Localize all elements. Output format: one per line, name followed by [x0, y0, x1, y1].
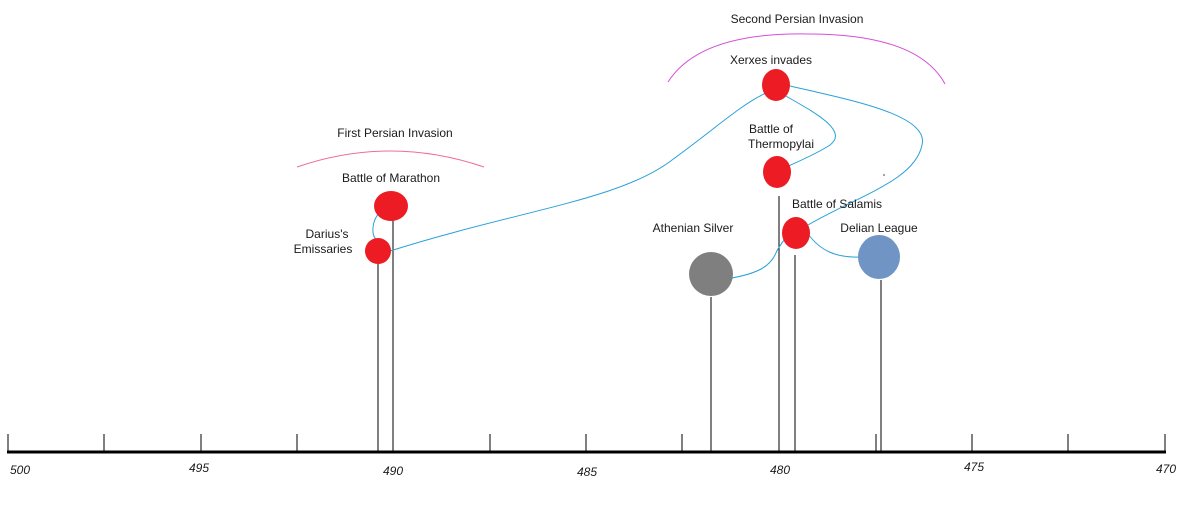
delian-league-node	[858, 235, 900, 279]
axis-ticks	[7, 434, 1166, 452]
connector-xerxes-salamis	[789, 85, 923, 226]
first-invasion-label: First Persian Invasion	[337, 126, 452, 140]
connector-darius-xerxes	[389, 91, 769, 252]
darius-emissaries-node	[365, 238, 391, 264]
connector-xerxes-thermopylai	[779, 94, 836, 171]
xerxes-node	[762, 69, 790, 101]
tick-label-480: 480	[770, 463, 790, 477]
xerxes-label: Xerxes invades	[730, 53, 812, 67]
thermopylai-label-1: Battle of	[749, 122, 794, 136]
athenian-silver-label: Athenian Silver	[653, 221, 734, 235]
stray-dot	[883, 174, 885, 176]
darius-label-2: Emissaries	[294, 242, 353, 256]
thermopylai-label-2: Thermopylai	[748, 137, 814, 151]
athenian-silver-node	[689, 252, 733, 296]
second-invasion-bracket	[667, 33, 946, 85]
darius-label-1: Darius's	[306, 227, 349, 241]
connectors	[372, 85, 923, 281]
marathon-label: Battle of Marathon	[342, 171, 440, 185]
tick-label-485: 485	[577, 465, 597, 479]
delian-league-label: Delian League	[840, 221, 918, 235]
event-stems	[377, 196, 882, 451]
second-invasion-label: Second Persian Invasion	[731, 12, 864, 26]
thermopylai-node	[763, 156, 791, 188]
tick-label-490: 490	[383, 464, 403, 478]
tick-label-475: 475	[964, 460, 984, 474]
tick-label-470: 470	[1156, 462, 1176, 476]
tick-label-495: 495	[189, 461, 209, 475]
first-invasion-bracket	[296, 150, 485, 168]
marathon-node	[374, 191, 408, 221]
connector-salamis-delian	[807, 233, 861, 258]
tick-label-500: 500	[10, 463, 30, 477]
salamis-node	[782, 217, 810, 249]
salamis-label: Battle of Salamis	[792, 197, 882, 211]
